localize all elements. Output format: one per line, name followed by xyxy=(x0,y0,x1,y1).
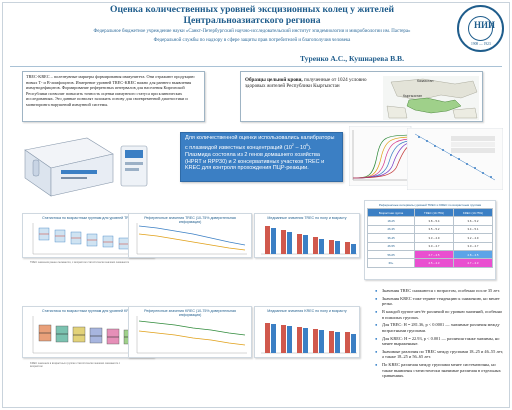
table-cell: 3.0 – 4.7 xyxy=(452,241,494,251)
table-cell: 3.6 – 5.2 xyxy=(452,216,494,226)
table-header-cell: Возрастная группа xyxy=(366,207,416,218)
chart-trec-reference-lines: Референсные значения TREC (10-75% довери… xyxy=(128,213,252,258)
conclusion-item: Значимые различия по TREC между группами… xyxy=(375,349,505,360)
reference-intervals-table: Референсные интервалы уровней TREC и KRE… xyxy=(364,200,496,280)
table-cell: 3.2 – 4.9 xyxy=(452,233,494,243)
table-cell: 66+ xyxy=(366,258,416,268)
chart-c2-svg xyxy=(136,223,247,255)
chart-c5-title: Референсные значения KREC (10-75% довери… xyxy=(144,309,236,317)
affiliation-line1: Федеральное бюджетное учреждение науки «… xyxy=(93,29,411,34)
callout-part3: ). Плазмида состояла из 2 генов домашнег… xyxy=(185,144,325,172)
conclusion-item: В каждой группе нет/ёт различий по уровн… xyxy=(375,309,505,320)
chart-note-krec: KREC значения в возрастных группах стати… xyxy=(30,362,121,369)
intro-text: TREC-KREC – полезнувные маркеры формиров… xyxy=(26,74,195,107)
logo-inner-ring xyxy=(468,16,493,41)
poster-title-line1: Оценка количественных уровней эксцизионн… xyxy=(110,4,394,15)
table-cell: 18-25 xyxy=(366,216,416,226)
table-cell: 36-45 xyxy=(366,233,416,243)
methods-callout: Для количественной оценки использовались… xyxy=(180,132,343,182)
table-row: 46-55 3.0 – 4.7 3.0 – 4.7 xyxy=(366,241,494,251)
reagent-kit-image xyxy=(24,137,148,197)
table-cell-highlight: 2.8 – 4.5 xyxy=(452,249,494,260)
table-cell: 26-35 xyxy=(366,224,416,235)
conclusion-item: Для TREC: H = 281.36, p < 0.0001 — значи… xyxy=(375,322,505,333)
sample-text: Образцы цельной крови, полученные от 102… xyxy=(245,77,370,90)
callout-part2: – 10 xyxy=(293,144,307,151)
table-cell: 3.4 – 5.1 xyxy=(452,224,494,235)
table-row: 18-25 3.8 – 5.4 3.6 – 5.2 xyxy=(366,216,494,226)
region-map xyxy=(383,76,479,120)
chart-c2-title: Референсные значения TREC (10-75% довери… xyxy=(144,216,236,224)
table-row: 36-45 3.3 – 4.9 3.2 – 4.9 xyxy=(366,233,494,243)
chart-c6-title: Медианные значения KREC по полу и возрас… xyxy=(267,309,347,313)
conclusion-item: Для KREC: H = 22.93, p < 0.001 — различи… xyxy=(375,336,505,347)
chart-krec-sex-age-bars: Медианные значения KREC по полу и возрас… xyxy=(254,306,360,358)
conclusion-item: Значения TREC снижаются с возрастом, осо… xyxy=(375,288,505,294)
poster-title-line2: Центральноазиатского региона xyxy=(183,15,321,26)
standard-curve-plot xyxy=(407,128,503,190)
callout-part1: Для количественной оценки использовались… xyxy=(185,135,335,151)
table-cell: 46-55 xyxy=(366,241,416,251)
table-cell: 3.5 – 5.2 xyxy=(414,224,454,235)
callout-exp1: 2 xyxy=(291,142,294,147)
affiliation-line2: Федеральной службы по надзору в сфере за… xyxy=(153,38,351,44)
logo-mark: НИИ xyxy=(474,20,496,30)
table-cell: 56-65 xyxy=(366,249,416,260)
conclusion-item: По KREC различия между группами менее си… xyxy=(375,362,505,379)
chart-c3-title: Медианные значения TREC по полу и возрас… xyxy=(267,216,347,220)
chart-trec-sex-age-bars: Медианные значения TREC по полу и возрас… xyxy=(254,213,360,258)
map-label-kazakhstan: Казахстан xyxy=(417,79,434,83)
map-label-kyrgyzstan: Кыргызстан xyxy=(403,94,423,98)
sample-text-rest: полученные от 1024 условно здоровых жите… xyxy=(245,77,367,90)
table-cell-highlight: 2.7 – 4.3 xyxy=(452,258,494,268)
table-header-cell: KREC (10-75%) xyxy=(452,207,494,218)
table-cell: 3.3 – 4.9 xyxy=(414,233,454,243)
chart-c3-svg xyxy=(261,226,357,255)
poster-header: Оценка количественных уровней эксцизионн… xyxy=(52,4,452,44)
table-grid: Возрастная группа TREC (10-75%) KREC (10… xyxy=(366,207,494,268)
intro-box: TREC-KREC – полезнувные маркеры формиров… xyxy=(22,71,205,122)
conclusions-list: Значения TREC снижаются с возрастом, осо… xyxy=(375,288,505,381)
chart-krec-reference-lines: Референсные значения KREC (10-75% довери… xyxy=(128,306,252,358)
pcr-amplification-curves xyxy=(349,126,412,186)
chart-c5-svg xyxy=(136,316,247,354)
chart-c6-svg xyxy=(261,323,357,354)
table-cell: 3.0 – 4.7 xyxy=(414,241,454,251)
table-cell-highlight: 2.5 – 4.3 xyxy=(414,258,454,268)
header-divider xyxy=(10,66,502,67)
sample-box: Образцы цельной крови, полученные от 102… xyxy=(240,71,483,122)
table-cell-highlight: 2.7 – 4.5 xyxy=(414,249,454,260)
conclusion-item: Значения KREC тоже теряют тенденцию к сн… xyxy=(375,296,505,307)
sample-text-bold: Образцы цельной крови, xyxy=(245,77,303,83)
chart-note-trec: TREC значения ранее снижаются, с возраст… xyxy=(30,261,129,264)
table-row: 56-65 2.7 – 4.5 2.8 – 4.5 xyxy=(366,249,494,260)
callout-exp2: 6 xyxy=(306,142,309,147)
table-header-row: Возрастная группа TREC (10-75%) KREC (10… xyxy=(366,207,494,218)
authors: Туренко А.С., Кушнарева В.В. xyxy=(300,54,404,63)
table-title: Референсные интервалы уровней TREC и KRE… xyxy=(378,203,482,207)
chart-c1-title: Статистика по возрастным группам для уро… xyxy=(42,216,134,220)
logo-year: 1908 — 1923 xyxy=(471,42,491,46)
table-row: 26-35 3.5 – 5.2 3.4 – 5.1 xyxy=(366,224,494,235)
callout-text: Для количественной оценки использовались… xyxy=(185,135,338,172)
table-row: 66+ 2.5 – 4.3 2.7 – 4.3 xyxy=(366,258,494,268)
table-header-cell: TREC (10-75%) xyxy=(414,207,454,218)
chart-c4-title: Статистика по возрастным группам для уро… xyxy=(42,309,134,313)
table-cell: 3.8 – 5.4 xyxy=(414,216,454,226)
institute-logo: НИИ 1908 — 1923 xyxy=(457,5,504,52)
